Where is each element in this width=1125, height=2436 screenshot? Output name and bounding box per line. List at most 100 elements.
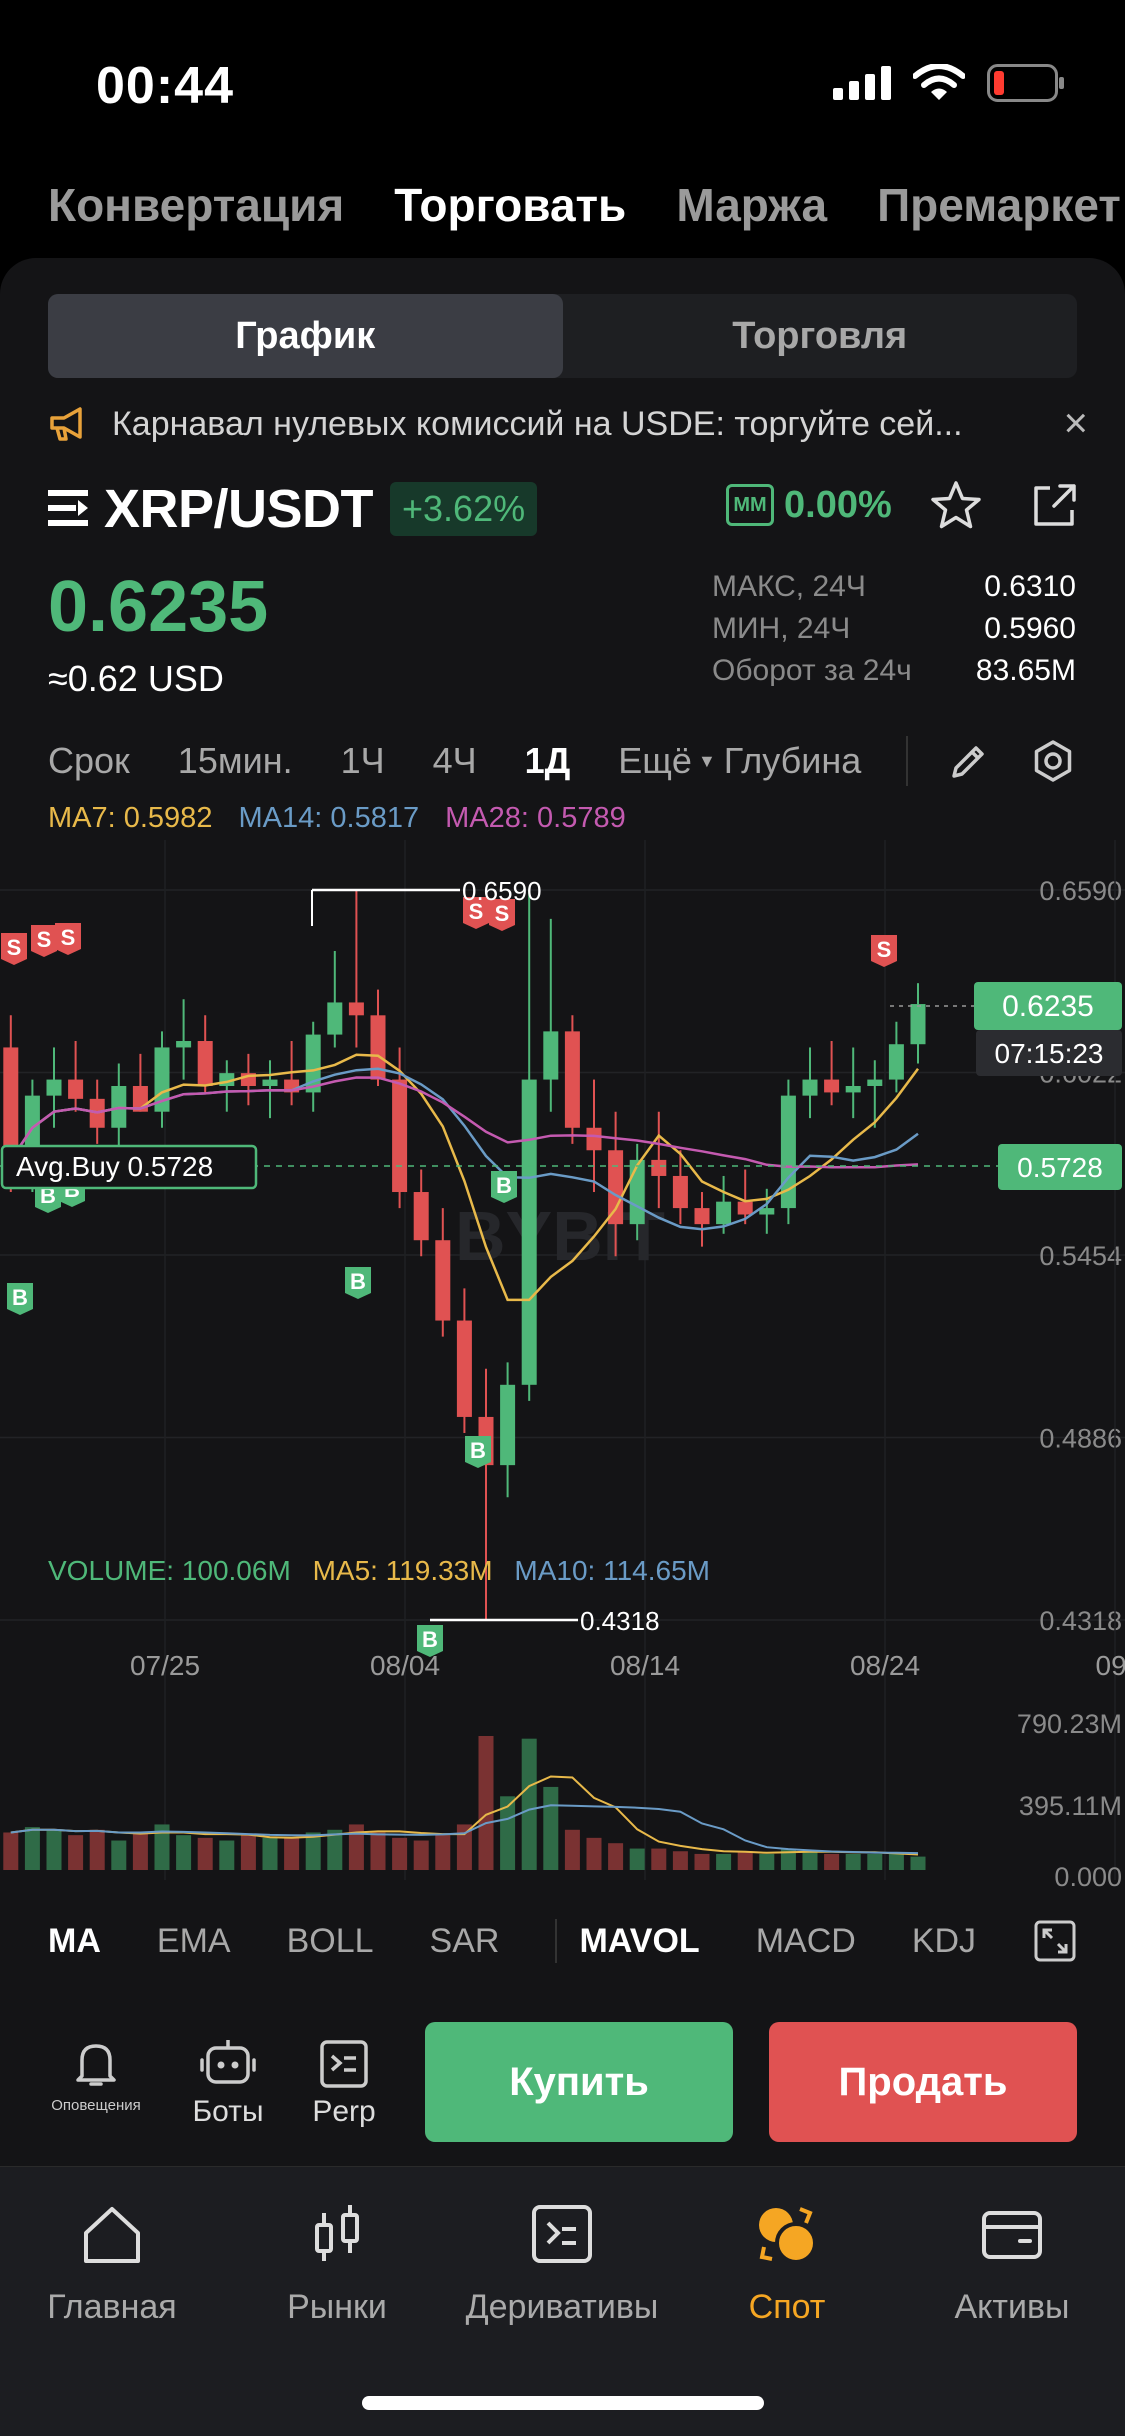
status-bar: 00:44 [0, 0, 1125, 150]
tabbar-derivatives[interactable]: Деривативы [452, 2203, 672, 2327]
candle-body [370, 1015, 386, 1080]
avg-buy-price-label: 0.5728 [1017, 1152, 1103, 1183]
x-tick-label: 08/14 [610, 1650, 680, 1681]
tabbar-spot[interactable]: Спот [677, 2203, 897, 2327]
indicator-kdj[interactable]: KDJ [911, 1921, 977, 1960]
share-icon[interactable] [1028, 480, 1080, 532]
segment-trading[interactable]: Торговля [732, 314, 908, 357]
tab-trade[interactable]: Торговать [394, 179, 627, 231]
price-chart[interactable]: 0.65900.60220.54540.48860.431807/2508/04… [0, 840, 1125, 1900]
marker-label: S [7, 935, 22, 960]
timeframe-1h[interactable]: 1Ч [340, 740, 385, 781]
volume-bar [888, 1853, 904, 1870]
marker-label: S [61, 925, 76, 950]
bot-icon [200, 2040, 256, 2084]
indicator-mavol[interactable]: MAVOL [579, 1921, 700, 1960]
countdown-label: 07:15:23 [995, 1038, 1104, 1069]
volume-bar [629, 1848, 645, 1870]
stat-label: МИН, 24Ч [712, 612, 851, 645]
volume-bar [3, 1832, 19, 1870]
ma-lines [9, 1053, 920, 1302]
menu-icon[interactable] [48, 488, 92, 528]
promo-banner[interactable]: Карнавал нулевых комиссий на USDE: торгу… [48, 395, 1088, 453]
indicator-sar[interactable]: SAR [429, 1921, 500, 1960]
star-icon[interactable] [928, 478, 984, 534]
terminal-icon [320, 2040, 368, 2088]
volume-bar [370, 1832, 386, 1870]
volume-bar [910, 1856, 926, 1870]
volume-bar [111, 1840, 127, 1870]
stat-value: 0.5960 [984, 612, 1076, 645]
sell-marker [31, 925, 57, 957]
volume-bar [219, 1840, 235, 1870]
indicator-ema[interactable]: EMA [156, 1921, 231, 1960]
tab-margin[interactable]: Маржа [676, 179, 828, 231]
buy-marker [491, 1171, 517, 1203]
ma7-legend: MA7: 0.5982 [48, 802, 213, 834]
y-tick-label: 0.5454 [1039, 1241, 1122, 1271]
bots-button[interactable]: Боты [186, 2036, 270, 2129]
volume-bar [608, 1843, 624, 1870]
buy-marker [465, 1436, 491, 1468]
candle-body [759, 1208, 775, 1215]
chart-trade-switch: График Торговля [48, 294, 1077, 378]
candle-body [262, 1079, 278, 1086]
volume-bar [521, 1738, 537, 1870]
candle-body [176, 1041, 192, 1048]
alerts-button[interactable]: Оповещения [40, 2036, 152, 2114]
pencil-icon[interactable] [946, 740, 990, 784]
pair-name[interactable]: XRP/USDT [104, 479, 374, 539]
candle-body [521, 1079, 537, 1385]
tab-convert[interactable]: Конвертация [48, 179, 345, 231]
timeframe-more[interactable]: Ещё [618, 740, 692, 781]
ma14-legend: MA14: 0.5817 [238, 802, 420, 834]
volume-bar [176, 1835, 192, 1870]
last-price-label: 0.6235 [1002, 990, 1094, 1023]
volume-legend-main: VOLUME: 100.06M [48, 1555, 291, 1586]
candle-body [694, 1208, 710, 1225]
volume-bar [262, 1837, 278, 1870]
terminal-icon [532, 2205, 592, 2263]
tab-premarket[interactable]: Премаркет [877, 179, 1121, 231]
stat-turnover: Оборот за 24ч 83.65M [712, 654, 1076, 696]
indicator-row: MA EMA BOLL SAR MAVOL MACD KDJ [48, 1916, 1078, 1966]
top-tabs: Конвертация Торговать Маржа Премаркет [48, 178, 1121, 232]
candle-body [46, 1079, 62, 1096]
volume-bar [284, 1837, 300, 1870]
sell-button[interactable]: Продать [769, 2022, 1077, 2142]
mm-badge[interactable]: MM [726, 484, 774, 526]
indicator-macd[interactable]: MACD [755, 1921, 856, 1960]
settings-icon[interactable] [1030, 738, 1076, 784]
indicator-ma[interactable]: MA [48, 1921, 101, 1960]
timeframe-15m[interactable]: 15мин. [177, 740, 293, 781]
depth-tab[interactable]: Глубина [723, 740, 862, 781]
tabbar-assets[interactable]: Активы [902, 2203, 1122, 2327]
volume-bar [586, 1837, 602, 1870]
bots-label: Боты [192, 2095, 264, 2128]
volume-bar [305, 1832, 321, 1870]
timeframe-1d[interactable]: 1Д [524, 740, 571, 781]
stats-24h: МАКС, 24Ч 0.6310 МИН, 24Ч 0.5960 Оборот … [712, 570, 1076, 696]
volume-bar [672, 1851, 688, 1870]
fullscreen-icon[interactable] [1032, 1918, 1078, 1964]
volume-bar [478, 1736, 494, 1870]
candle-body [564, 1031, 580, 1128]
candle-body [672, 1175, 688, 1209]
buy-marker [345, 1267, 371, 1299]
close-icon[interactable]: × [1063, 399, 1088, 446]
perp-button[interactable]: Perp [304, 2036, 384, 2129]
segment-chart[interactable]: График [48, 294, 563, 378]
buy-button[interactable]: Купить [425, 2022, 733, 2142]
timeframe-label: Срок [48, 740, 130, 781]
indicator-boll[interactable]: BOLL [286, 1921, 374, 1960]
volume-bar [651, 1848, 667, 1870]
wifi-icon [913, 64, 965, 100]
tabbar-markets[interactable]: Рынки [227, 2203, 447, 2327]
ma28-legend: MA28: 0.5789 [445, 802, 626, 834]
candle-body [413, 1192, 429, 1241]
tabbar-home[interactable]: Главная [2, 2203, 222, 2327]
spot-icon [759, 2207, 817, 2264]
timeframe-4h[interactable]: 4Ч [432, 740, 477, 781]
tabbar-label: Активы [954, 2288, 1070, 2326]
tabbar-label: Спот [748, 2288, 826, 2326]
